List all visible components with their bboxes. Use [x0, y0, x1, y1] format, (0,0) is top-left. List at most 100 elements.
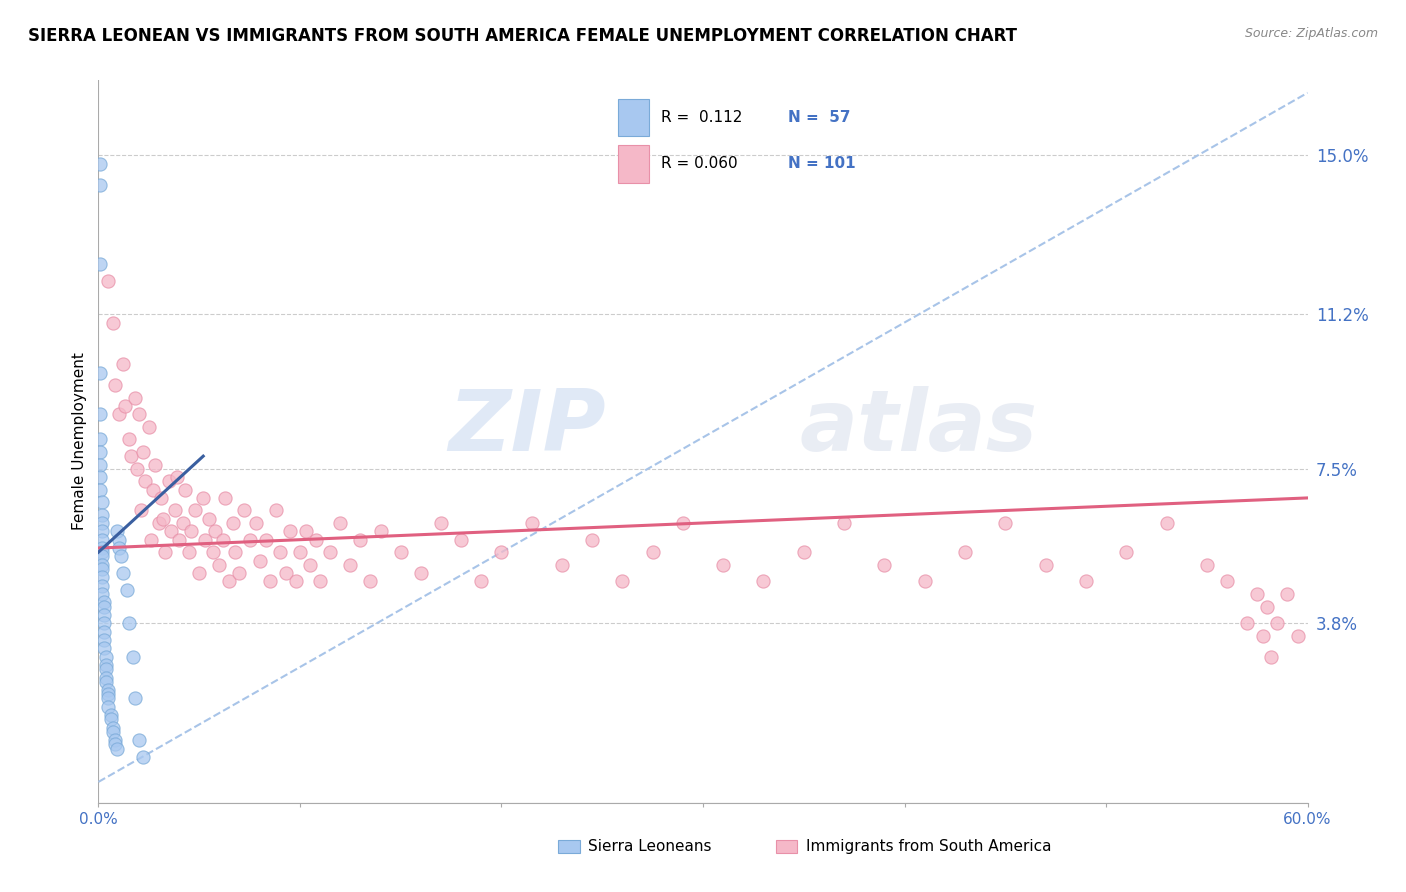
Point: [319, 545, 342, 559]
Point: [520, 516, 543, 530]
Point: [1115, 545, 1137, 559]
Point: [1277, 587, 1299, 601]
Point: [224, 545, 246, 559]
Point: [105, 524, 128, 539]
Point: [491, 545, 513, 559]
Point: [214, 491, 236, 505]
Point: [389, 545, 412, 559]
Point: [194, 533, 217, 547]
Point: [142, 483, 165, 497]
Point: [103, 737, 125, 751]
Point: [91, 541, 114, 555]
Point: [89, 483, 111, 497]
Point: [299, 558, 322, 572]
Text: SIERRA LEONEAN VS IMMIGRANTS FROM SOUTH AMERICA FEMALE UNEMPLOYMENT CORRELATION : SIERRA LEONEAN VS IMMIGRANTS FROM SOUTH …: [28, 27, 1017, 45]
Point: [153, 545, 176, 559]
Point: [129, 503, 152, 517]
Point: [89, 445, 111, 459]
Point: [89, 157, 111, 171]
Point: [249, 553, 271, 567]
Point: [124, 691, 146, 706]
Point: [115, 582, 138, 597]
Point: [188, 566, 211, 580]
Point: [93, 607, 115, 622]
Point: [93, 632, 115, 647]
Point: [89, 257, 111, 271]
Point: [91, 524, 114, 539]
Point: [114, 399, 136, 413]
Bar: [776, 840, 797, 854]
Point: [100, 708, 122, 723]
Point: [218, 574, 240, 589]
Point: [91, 508, 114, 522]
Point: [193, 491, 215, 505]
Point: [103, 733, 125, 747]
Point: [134, 474, 156, 488]
Point: [184, 503, 207, 517]
Point: [259, 574, 281, 589]
Point: [288, 545, 311, 559]
Point: [1236, 616, 1258, 631]
Point: [1035, 558, 1057, 572]
Point: [97, 274, 120, 288]
Point: [121, 649, 143, 664]
Point: [149, 491, 172, 505]
Point: [1246, 587, 1268, 601]
Point: [152, 512, 174, 526]
Point: [174, 483, 197, 497]
Point: [309, 574, 332, 589]
Text: Source: ZipAtlas.com: Source: ZipAtlas.com: [1244, 27, 1378, 40]
Point: [118, 433, 141, 447]
Point: [470, 574, 492, 589]
Point: [93, 624, 115, 639]
Point: [89, 366, 111, 380]
Point: [157, 474, 180, 488]
Point: [641, 545, 664, 559]
Point: [212, 533, 235, 547]
Point: [91, 533, 114, 547]
Point: [107, 408, 129, 422]
Point: [914, 574, 936, 589]
Point: [832, 516, 855, 530]
Point: [1251, 629, 1274, 643]
Point: [284, 574, 307, 589]
Point: [239, 533, 262, 547]
Point: [1256, 599, 1278, 614]
Point: [91, 562, 114, 576]
Point: [89, 178, 111, 192]
Point: [274, 566, 297, 580]
Point: [430, 516, 453, 530]
Point: [91, 579, 114, 593]
Point: [254, 533, 277, 547]
Point: [89, 458, 111, 472]
Point: [96, 662, 118, 676]
Point: [97, 691, 120, 706]
Point: [132, 749, 155, 764]
Point: [198, 512, 221, 526]
Point: [101, 721, 124, 735]
Point: [228, 566, 250, 580]
Point: [107, 533, 129, 547]
Point: [105, 741, 128, 756]
Point: [204, 524, 226, 539]
Point: [107, 541, 129, 555]
Point: [96, 671, 118, 685]
Point: [409, 566, 432, 580]
Point: [551, 558, 574, 572]
Point: [96, 657, 118, 672]
Point: [101, 316, 124, 330]
Point: [180, 524, 202, 539]
Point: [711, 558, 734, 572]
Point: [370, 524, 392, 539]
Point: [101, 724, 124, 739]
Point: [132, 445, 155, 459]
Text: Sierra Leoneans: Sierra Leoneans: [588, 839, 711, 855]
Point: [1260, 649, 1282, 664]
Point: [222, 516, 245, 530]
Point: [166, 470, 188, 484]
Point: [167, 533, 190, 547]
Point: [128, 733, 150, 747]
Point: [160, 524, 183, 539]
Point: [1195, 558, 1218, 572]
Point: [873, 558, 896, 572]
